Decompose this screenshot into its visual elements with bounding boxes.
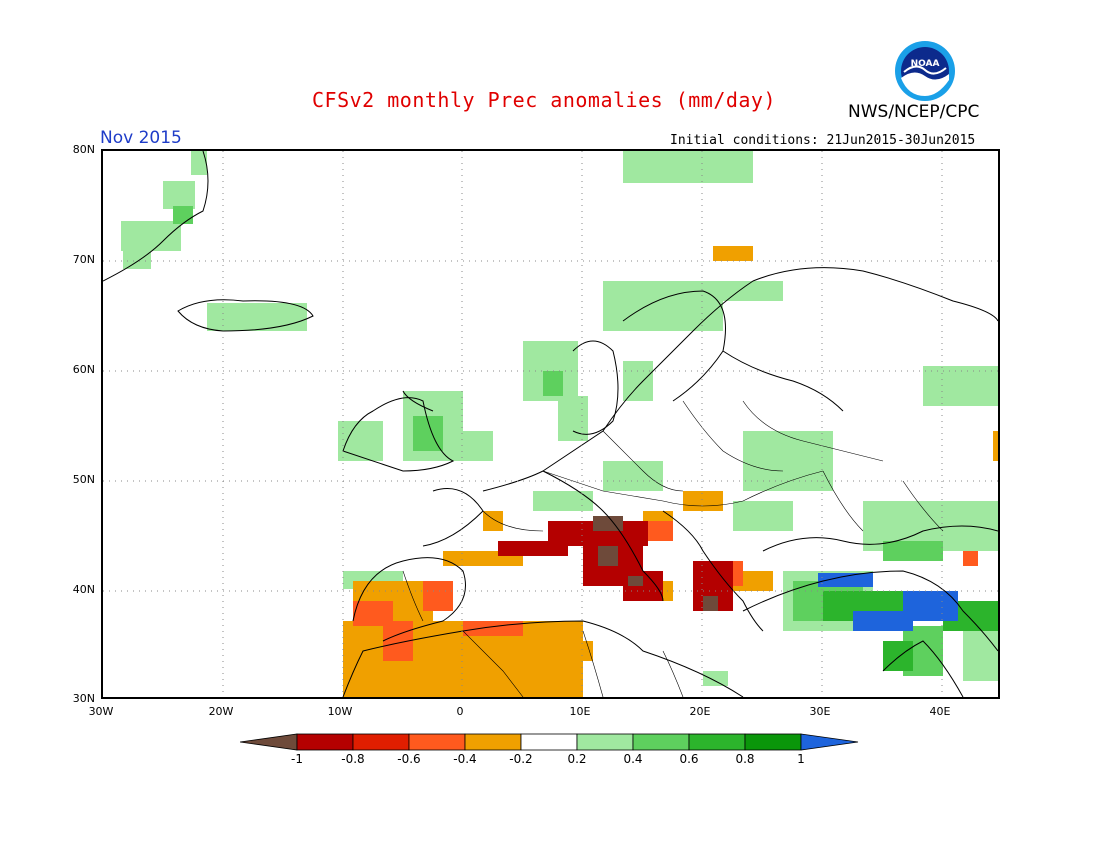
lat-tick-80n: 80N [72,143,95,156]
legend-label: 0.6 [679,752,699,766]
legend-label: -0.8 [341,752,365,766]
lat-tick-70n: 70N [72,253,95,266]
legend-colorbar [240,733,859,751]
legend-swatch [688,733,746,751]
lon-tick-10w: 10W [327,705,353,718]
legend-label: 0.4 [623,752,643,766]
legend-swatch [632,733,690,751]
initial-conditions: Initial conditions: 21Jun2015-30Jun2015 [670,133,976,148]
agency-label: NWS/NCEP/CPC [848,102,980,122]
legend-label: 0.8 [735,752,755,766]
graticule [103,151,998,697]
precip-anomaly-map [101,149,1000,699]
legend-swatch [576,733,634,751]
legend-swatch [352,733,410,751]
legend-swatch [744,733,802,751]
legend-swatch [520,733,578,751]
legend-label: 0.2 [567,752,587,766]
map-title: CFSv2 monthly Prec anomalies (mm/day) [312,88,777,112]
lat-tick-50n: 50N [72,473,95,486]
legend-swatch [464,733,522,751]
legend-label: -0.2 [509,752,533,766]
map-canvas [103,151,998,697]
legend-swatch [296,733,354,751]
dry-anomaly-extreme [593,516,718,611]
country-borders [402,400,944,697]
lat-tick-60n: 60N [72,363,95,376]
lon-tick-30w: 30W [88,705,114,718]
legend-label: -0.4 [453,752,477,766]
lon-tick-20w: 20W [208,705,234,718]
lat-tick-40n: 40N [72,583,95,596]
lon-tick-20e: 20E [689,705,711,718]
forecast-month: Nov 2015 [100,128,182,148]
legend-label: -0.6 [397,752,421,766]
lon-tick-40e: 40E [929,705,951,718]
noaa-logo-icon: NOAA [895,41,955,101]
lon-tick-30e: 30E [809,705,831,718]
very-wet-anomaly [818,573,958,631]
lon-tick-0: 0 [456,705,464,718]
logo-text: NOAA [911,59,940,69]
anomaly-fields [121,151,998,697]
legend-swatch [240,733,298,751]
legend-label: 1 [797,752,805,766]
legend-swatch [800,733,859,751]
legend-label: -1 [291,752,303,766]
lon-tick-10e: 10E [569,705,591,718]
legend-swatch [408,733,466,751]
lat-tick-30n: 30N [72,692,95,705]
